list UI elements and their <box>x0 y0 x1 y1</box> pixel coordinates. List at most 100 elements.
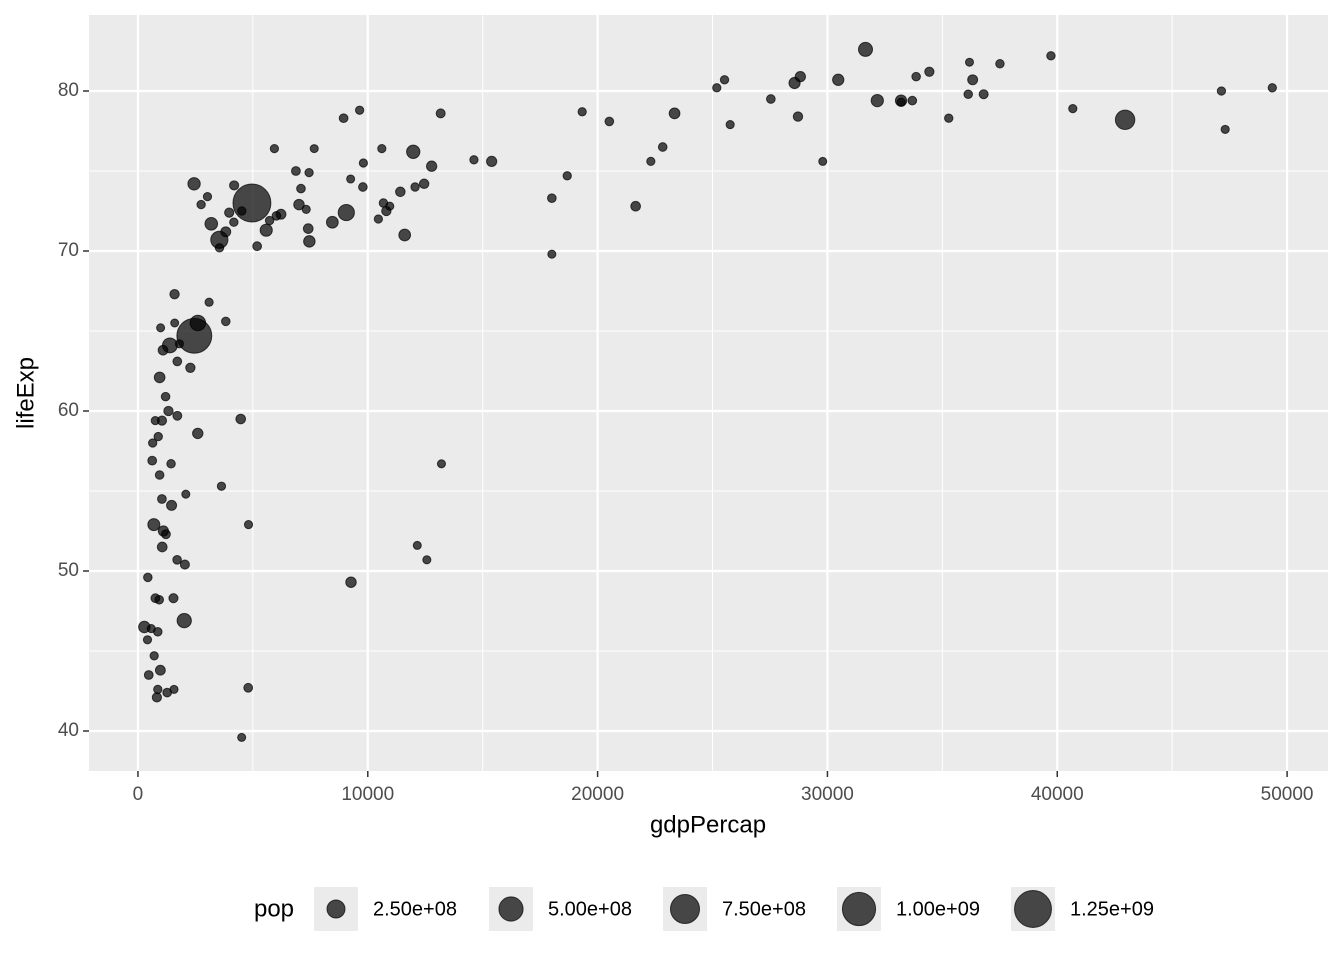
point <box>151 692 162 703</box>
y-axis-title: lifeExp <box>12 357 39 429</box>
point <box>1216 86 1227 96</box>
point <box>174 339 184 349</box>
point <box>166 459 176 469</box>
panel <box>89 15 1328 771</box>
point <box>792 111 804 122</box>
point <box>435 108 446 119</box>
point <box>204 297 214 307</box>
point <box>153 371 166 384</box>
point <box>156 541 168 553</box>
point <box>978 89 989 100</box>
point <box>964 57 975 67</box>
point <box>179 559 190 570</box>
point <box>169 289 180 300</box>
point <box>196 199 206 210</box>
x-tick-label: 50000 <box>1261 784 1314 805</box>
point <box>358 158 368 168</box>
point <box>147 518 161 532</box>
point <box>604 116 615 127</box>
point <box>338 113 349 124</box>
point <box>406 144 421 159</box>
legend-label: 2.50e+08 <box>373 898 457 920</box>
legend-label: 1.00e+09 <box>896 898 980 920</box>
point <box>229 217 239 227</box>
point <box>142 635 153 645</box>
point <box>235 413 247 425</box>
legend-label: 7.50e+08 <box>722 898 806 920</box>
point <box>547 249 557 259</box>
point <box>157 494 167 504</box>
point <box>1114 109 1136 131</box>
point <box>302 223 314 234</box>
point <box>232 183 272 223</box>
point <box>148 438 158 448</box>
point <box>156 323 166 333</box>
y-tick-label: 70 <box>58 240 79 261</box>
point <box>156 415 168 426</box>
x-axis-title: gdpPercap <box>650 811 766 838</box>
point <box>924 66 935 77</box>
point <box>162 687 173 698</box>
point <box>271 211 282 221</box>
point <box>577 107 587 117</box>
point <box>149 651 159 661</box>
point <box>325 215 339 229</box>
point <box>170 318 180 328</box>
point <box>187 177 201 191</box>
point <box>204 217 219 231</box>
point <box>794 70 806 83</box>
x-tick-label: 20000 <box>571 784 624 805</box>
point <box>1267 83 1277 93</box>
point <box>202 191 213 202</box>
point <box>358 182 368 192</box>
point <box>995 59 1005 69</box>
point <box>216 481 227 491</box>
point <box>436 459 447 469</box>
point <box>301 204 311 214</box>
point <box>192 427 204 440</box>
point <box>160 391 171 402</box>
point <box>944 113 954 123</box>
point <box>381 205 392 217</box>
point <box>668 107 681 120</box>
point <box>243 682 254 693</box>
legend-label: 1.25e+09 <box>1070 898 1154 920</box>
legend-title: pop <box>254 895 294 922</box>
point <box>172 356 183 367</box>
point <box>224 207 235 218</box>
point <box>237 206 247 216</box>
point <box>426 160 438 172</box>
point <box>303 235 316 248</box>
point <box>907 95 918 106</box>
point <box>712 83 722 93</box>
point <box>418 178 430 190</box>
legend-point <box>841 891 877 927</box>
point <box>269 143 280 154</box>
point <box>354 105 365 115</box>
point <box>143 670 154 680</box>
point <box>377 143 387 154</box>
x-tick-label: 0 <box>133 784 144 805</box>
point <box>157 344 169 356</box>
point <box>870 93 884 108</box>
point <box>547 193 557 204</box>
point <box>630 200 641 212</box>
point <box>153 627 163 637</box>
point <box>963 89 973 99</box>
point <box>469 155 479 165</box>
point <box>1220 124 1230 134</box>
point <box>967 74 979 86</box>
point <box>237 732 247 742</box>
y-tick-label: 60 <box>58 400 79 421</box>
point <box>911 71 921 82</box>
point <box>857 41 874 57</box>
point <box>290 166 301 176</box>
point <box>157 525 169 537</box>
point <box>1046 51 1056 61</box>
point <box>1068 103 1078 114</box>
point <box>657 142 668 152</box>
point <box>168 593 179 604</box>
point <box>296 183 306 194</box>
point <box>154 470 165 480</box>
